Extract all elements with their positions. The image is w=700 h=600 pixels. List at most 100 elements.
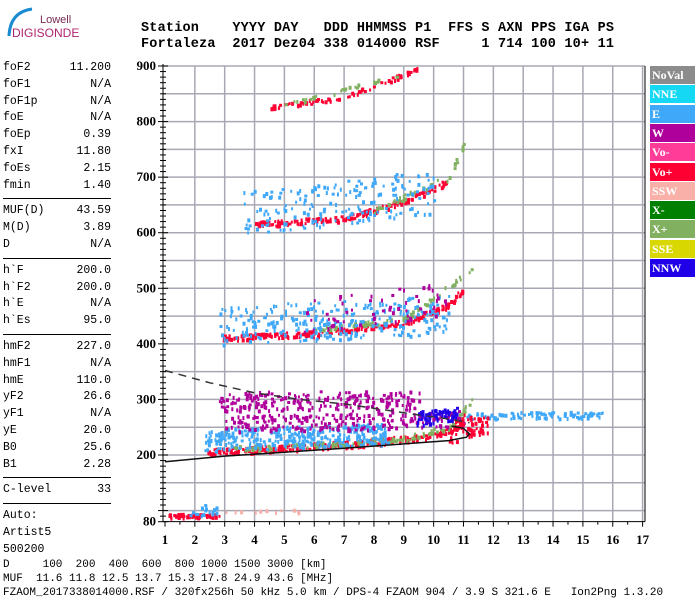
echo-point	[372, 200, 376, 205]
echo-point	[275, 321, 279, 325]
echo-point	[281, 448, 285, 453]
echo-point	[317, 334, 320, 338]
echo-point	[306, 434, 310, 439]
echo-point	[466, 432, 469, 436]
legend-item-xplus: X+	[650, 220, 695, 239]
echo-point	[399, 311, 402, 316]
echo-point	[346, 436, 349, 441]
echo-point	[296, 100, 299, 104]
echo-point	[257, 427, 260, 431]
echo-point	[217, 447, 220, 451]
echo-point	[279, 437, 283, 441]
echo-point	[256, 306, 259, 310]
echo-point	[367, 423, 370, 428]
echo-point	[287, 336, 290, 341]
echo-point	[409, 406, 412, 411]
echo-point	[213, 508, 216, 513]
echo-point	[558, 417, 562, 422]
echo-point	[333, 318, 337, 322]
echo-point	[223, 339, 226, 343]
echo-point	[512, 412, 515, 416]
echo-point	[315, 415, 318, 419]
echo-point	[319, 225, 321, 230]
echo-point	[391, 76, 395, 80]
echo-point	[248, 391, 251, 396]
echo-point	[288, 392, 291, 396]
echo-point	[445, 318, 448, 323]
echo-point	[244, 227, 248, 230]
echo-point	[481, 424, 484, 428]
echo-point	[281, 397, 284, 401]
x-tick-label: 15	[576, 532, 590, 547]
echo-point	[417, 312, 419, 316]
echo-point	[449, 413, 452, 417]
echo-point	[358, 191, 362, 195]
param-value: 11.80	[76, 144, 111, 158]
echo-point	[451, 441, 454, 445]
echo-point	[600, 412, 603, 416]
echo-point	[264, 400, 268, 405]
echo-point	[582, 415, 586, 418]
echo-point	[418, 318, 421, 323]
echo-point	[448, 440, 452, 444]
param-value: 200.0	[76, 263, 111, 277]
echo-point	[313, 186, 317, 191]
echo-point	[245, 397, 249, 402]
echo-point	[319, 325, 322, 329]
echo-point	[402, 312, 405, 317]
echo-point	[250, 334, 253, 339]
echo-point	[303, 226, 307, 230]
echo-point	[228, 334, 231, 338]
echo-point	[428, 284, 431, 288]
echo-point	[306, 446, 309, 450]
echo-point	[255, 446, 258, 450]
echo-point	[471, 398, 474, 402]
echo-point	[271, 223, 275, 227]
param-row-fmin: fmin 1.40	[3, 178, 111, 195]
echo-point	[362, 218, 365, 223]
echo-point	[314, 328, 318, 333]
echo-point	[437, 312, 439, 317]
echo-point	[421, 414, 424, 418]
echo-point	[309, 401, 312, 406]
echo-point	[244, 449, 248, 453]
echo-point	[369, 322, 373, 327]
echo-point	[306, 432, 310, 436]
echo-point	[393, 216, 396, 221]
echo-point	[436, 293, 439, 297]
echo-point	[347, 323, 351, 328]
echo-point	[368, 429, 372, 433]
echo-point	[223, 406, 226, 410]
echo-point	[182, 515, 186, 518]
echo-point	[341, 420, 345, 424]
echo-point	[276, 211, 280, 215]
echo-point	[431, 431, 435, 436]
legend-item-vominus: Vo-	[650, 143, 695, 162]
echo-point	[238, 409, 242, 414]
echo-point	[396, 178, 400, 183]
param-value: N/A	[90, 237, 111, 251]
echo-point	[370, 201, 373, 205]
echo-point	[504, 413, 508, 418]
echo-point	[226, 447, 230, 451]
echo-point	[287, 442, 290, 446]
echo-point	[436, 178, 439, 182]
echo-point	[267, 419, 270, 423]
echo-point	[297, 395, 300, 399]
param-value: 95.0	[83, 314, 111, 328]
echo-point	[431, 302, 435, 307]
echo-point	[355, 396, 359, 400]
legend-item-voplus: Vo+	[650, 162, 695, 181]
echo-point	[234, 510, 237, 515]
echo-point	[217, 451, 221, 454]
echo-point	[230, 310, 233, 315]
echo-point	[255, 443, 259, 446]
echo-point	[386, 437, 390, 441]
echo-point	[396, 75, 400, 79]
echo-point	[314, 219, 318, 223]
echo-point	[303, 319, 307, 324]
echo-point	[313, 443, 316, 448]
echo-point	[231, 452, 235, 457]
echo-point	[417, 435, 420, 439]
echo-point	[345, 391, 348, 395]
